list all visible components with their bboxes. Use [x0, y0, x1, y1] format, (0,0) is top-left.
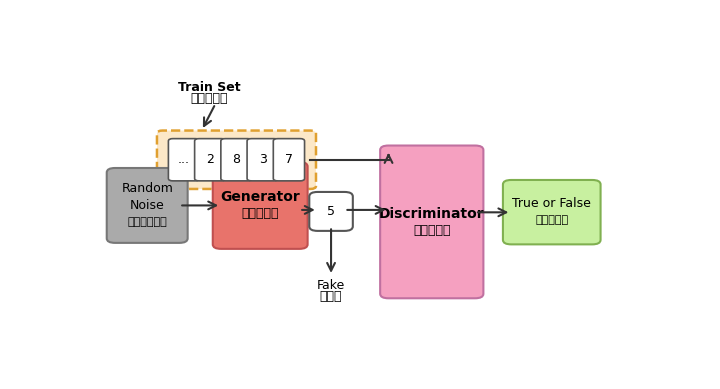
Text: Noise: Noise	[130, 199, 165, 212]
FancyBboxPatch shape	[157, 131, 316, 189]
Text: Random: Random	[121, 182, 173, 195]
FancyBboxPatch shape	[310, 192, 353, 231]
Text: 8: 8	[233, 153, 240, 166]
Text: （辨别器）: （辨别器）	[413, 224, 451, 237]
FancyBboxPatch shape	[380, 145, 483, 298]
FancyBboxPatch shape	[194, 138, 226, 181]
Text: ...: ...	[178, 153, 190, 166]
FancyBboxPatch shape	[274, 138, 305, 181]
Text: （训练集）: （训练集）	[190, 92, 228, 105]
Text: （随机噪声）: （随机噪声）	[127, 217, 167, 227]
Text: （生成器）: （生成器）	[241, 207, 279, 220]
FancyBboxPatch shape	[213, 162, 307, 249]
Text: 3: 3	[258, 153, 266, 166]
Text: （假）: （假）	[320, 290, 342, 303]
Text: True or False: True or False	[513, 198, 591, 210]
Text: 2: 2	[207, 153, 214, 166]
FancyBboxPatch shape	[247, 138, 279, 181]
Text: （真或假）: （真或假）	[535, 216, 568, 225]
FancyBboxPatch shape	[221, 138, 252, 181]
FancyBboxPatch shape	[107, 168, 188, 243]
Text: Discriminator: Discriminator	[379, 207, 485, 221]
Text: Train Set: Train Set	[178, 81, 240, 94]
Text: Generator: Generator	[220, 190, 300, 204]
Text: Fake: Fake	[317, 279, 345, 292]
Text: 7: 7	[285, 153, 293, 166]
FancyBboxPatch shape	[503, 180, 600, 244]
FancyBboxPatch shape	[168, 138, 199, 181]
Text: 5: 5	[327, 205, 335, 218]
